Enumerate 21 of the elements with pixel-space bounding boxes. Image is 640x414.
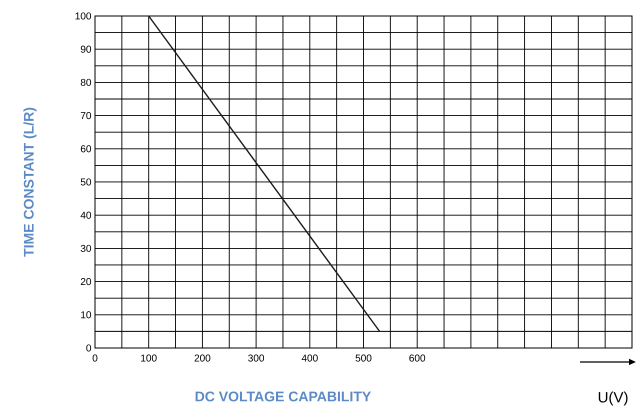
x-tick-label: 600	[409, 354, 426, 362]
x-tick-label: 300	[248, 354, 264, 362]
x-axis-title: DC VOLTAGE CAPABILITY	[196, 392, 372, 402]
x-tick-label: 0	[92, 354, 98, 362]
y-tick-label: 90	[80, 46, 92, 53]
y-tick-label: 70	[80, 112, 92, 120]
y-tick-label: 30	[80, 244, 92, 252]
y-tick-label: 100	[76, 12, 92, 20]
x-tick-label: 500	[356, 354, 372, 362]
y-tick-label: 50	[80, 178, 92, 186]
text: U(V)	[598, 392, 628, 406]
y-tick-label: 10	[81, 311, 92, 318]
x-tick-label: 400	[302, 354, 318, 362]
y-axis-title: TIME CONSTANT (L/R)	[23, 108, 36, 257]
x-tick-label: 100	[141, 354, 157, 362]
y-tick-label: 40	[80, 212, 92, 219]
y-tick-label: 20	[80, 278, 92, 286]
y-tick-label: 60	[80, 145, 92, 152]
y-tick-label: 80	[80, 78, 92, 86]
y-tick-label: 0	[86, 344, 92, 352]
x-tick-label: 200	[194, 354, 210, 362]
